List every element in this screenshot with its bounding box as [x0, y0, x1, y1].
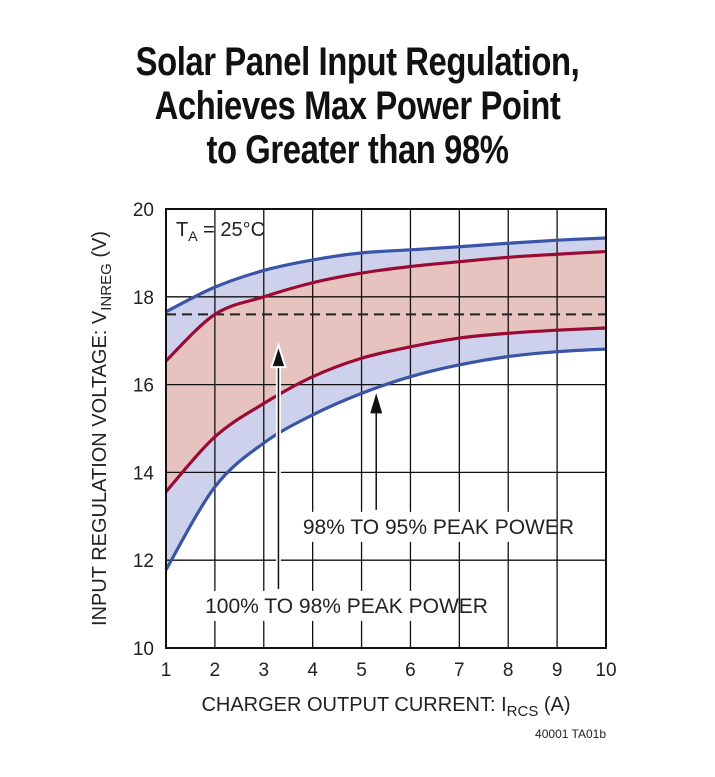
label-background — [201, 590, 458, 621]
x-tick-label: 4 — [307, 660, 318, 681]
region-label: 98% TO 95% PEAK POWER — [303, 516, 574, 539]
arrow-head — [270, 341, 287, 369]
x-tick-label: 9 — [552, 660, 563, 681]
x-tick-label: 6 — [405, 660, 416, 681]
label-background — [298, 511, 545, 542]
x-tick-label: 1 — [161, 660, 172, 681]
y-tick-label: 18 — [133, 288, 154, 309]
y-axis-label: INPUT REGULATION VOLTAGE: VINREG (V) — [89, 231, 115, 626]
y-tick-label: 14 — [133, 463, 155, 484]
title-line: to Greater than 98% — [206, 128, 509, 172]
title-line: Achieves Max Power Point — [154, 84, 561, 128]
plot-frame — [165, 208, 607, 649]
chart-title: Solar Panel Input Regulation, Achieves M… — [0, 40, 715, 172]
x-tick-label: 7 — [454, 660, 465, 681]
y-tick-label: 16 — [133, 376, 154, 397]
arrow-head — [370, 393, 383, 414]
x-axis-label: CHARGER OUTPUT CURRENT: IRCS (A) — [201, 694, 570, 720]
region-label: 100% TO 98% PEAK POWER — [205, 595, 488, 618]
series-line-1 — [164, 249, 607, 363]
series-line-2 — [164, 326, 607, 493]
y-tick-label: 20 — [133, 200, 154, 221]
x-tick-label: 3 — [258, 660, 269, 681]
y-tick-label: 10 — [133, 639, 154, 660]
y-tick-label: 12 — [133, 551, 154, 572]
x-tick-label: 8 — [503, 660, 514, 681]
band-100-98 — [166, 251, 606, 492]
series-line-3 — [164, 347, 607, 571]
figure-id: 40001 TA01b — [535, 727, 606, 741]
title-line: Solar Panel Input Regulation, — [135, 40, 580, 84]
x-tick-label: 2 — [210, 660, 221, 681]
x-tick-label: 10 — [595, 660, 616, 681]
x-tick-label: 5 — [356, 660, 367, 681]
temperature-condition: TA = 25°C — [176, 219, 265, 244]
series-line-0 — [165, 236, 607, 314]
